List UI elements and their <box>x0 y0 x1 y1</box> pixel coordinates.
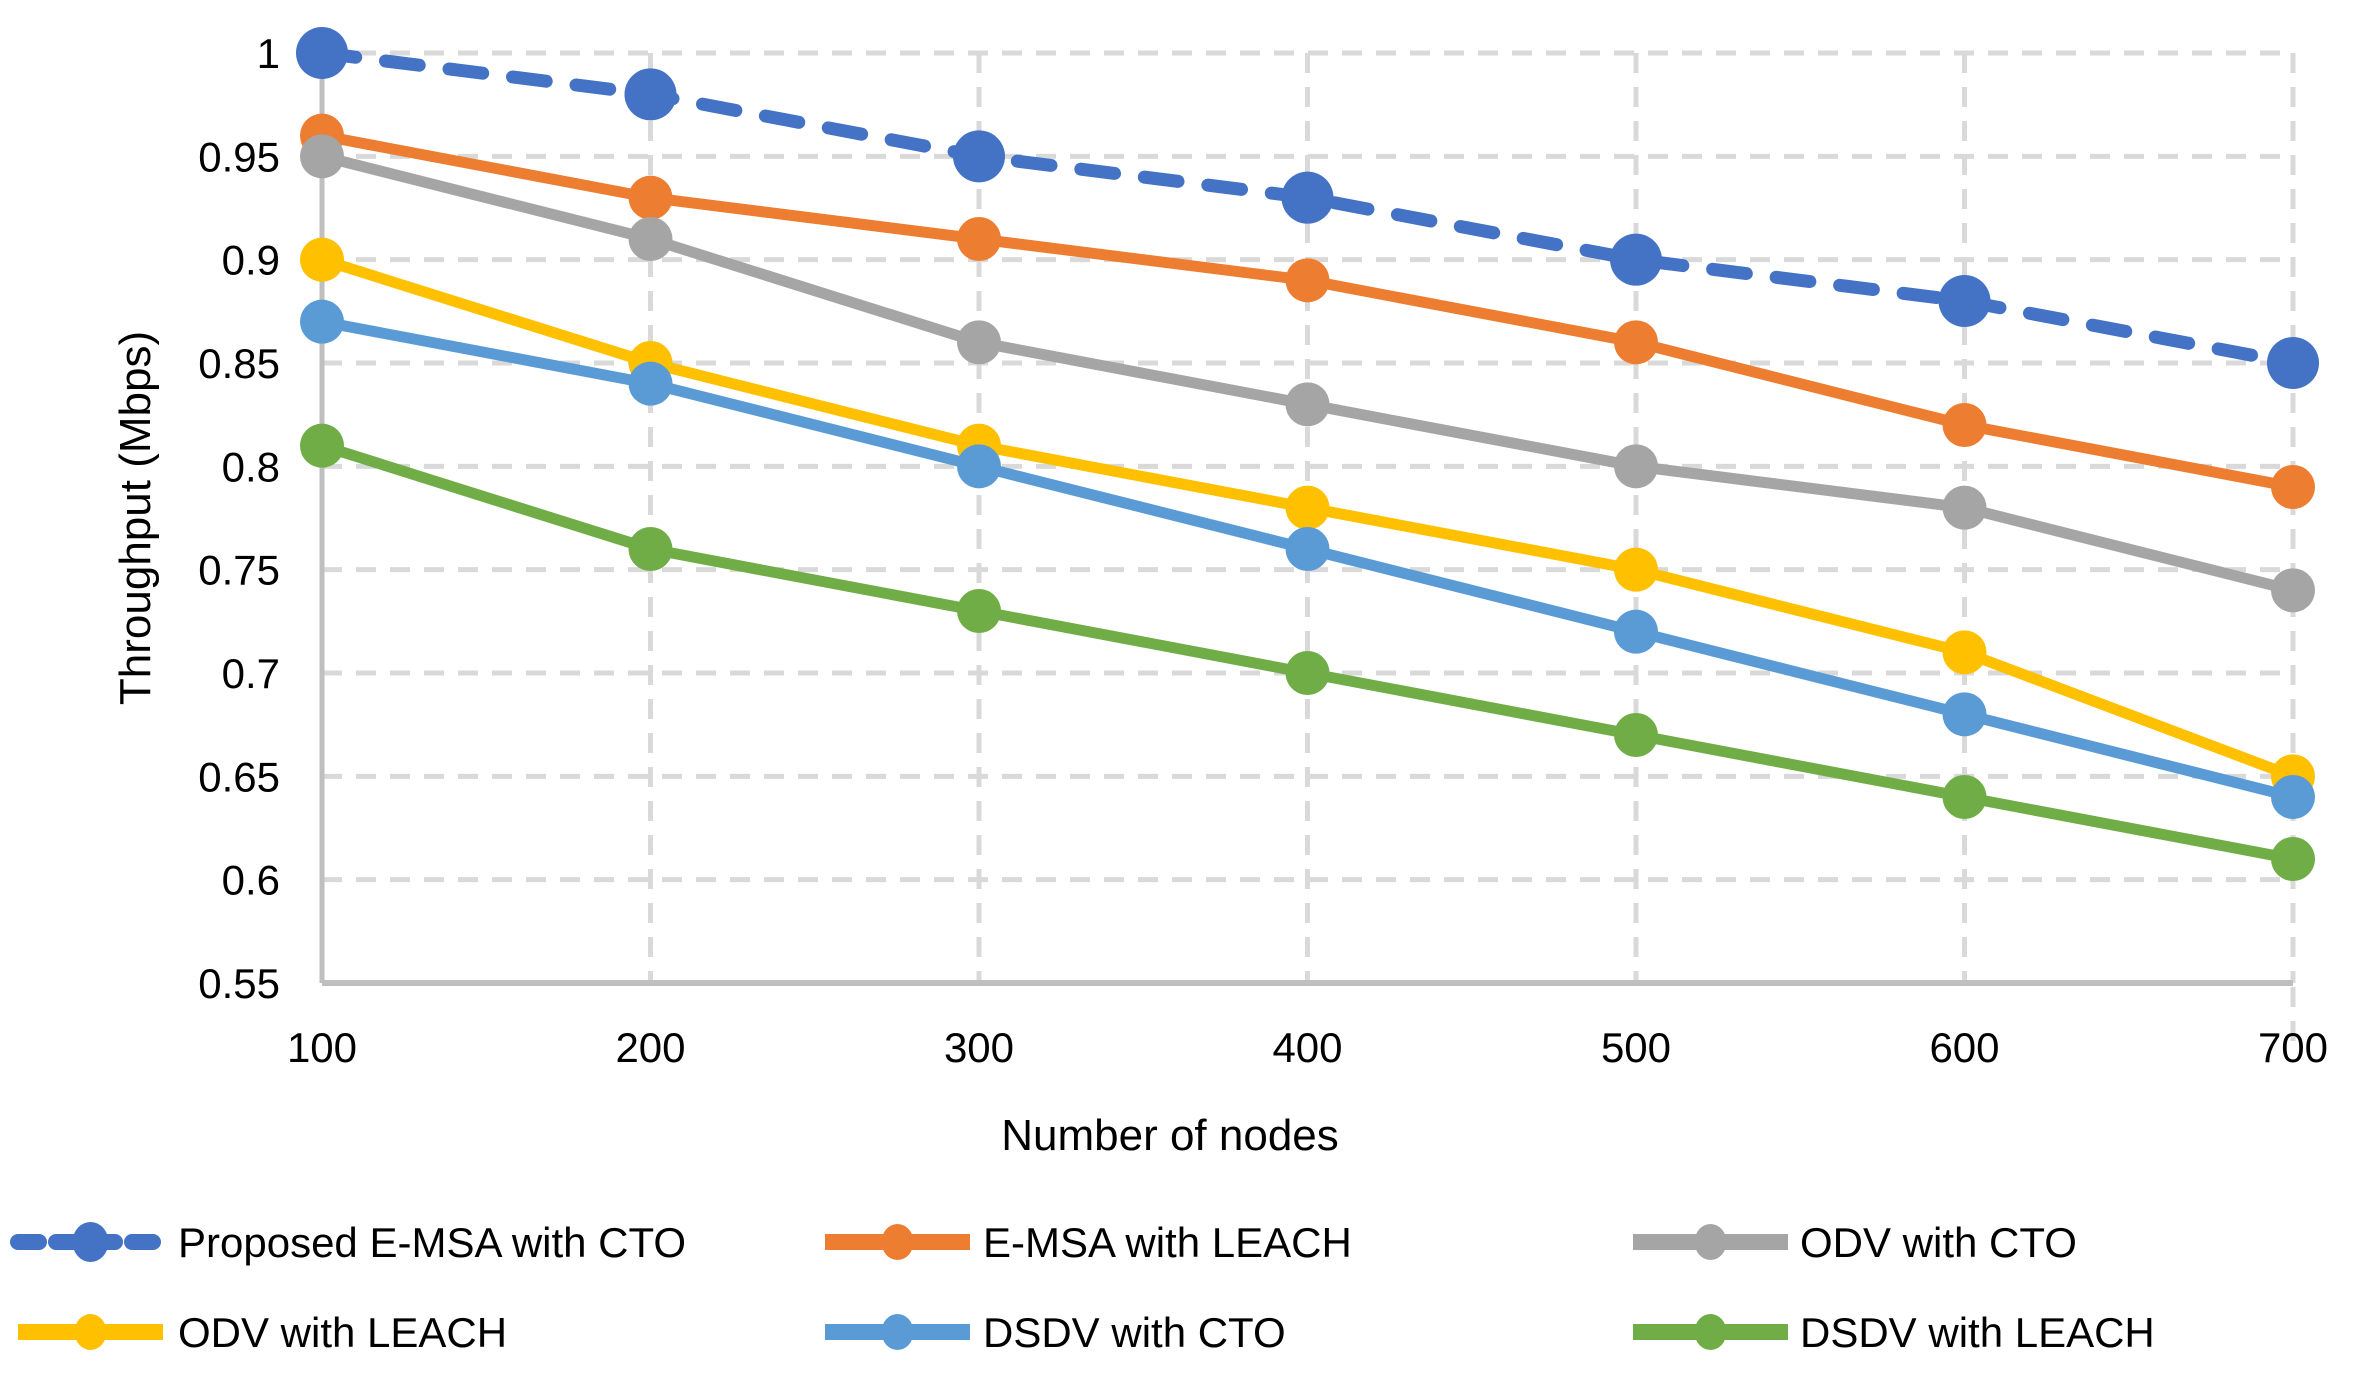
data-point-marker <box>628 361 673 406</box>
series-dsdv-with-leach <box>300 423 2315 881</box>
y-tick-label: 0.6 <box>222 857 280 904</box>
legend-item: DSDV with CTO <box>825 1309 1286 1356</box>
data-point-marker <box>1942 630 1987 675</box>
x-tick-label: 500 <box>1601 1024 1671 1071</box>
legend-label: Proposed E-MSA with CTO <box>178 1219 686 1266</box>
data-point-marker <box>1614 444 1658 489</box>
data-point-marker <box>628 217 673 261</box>
y-tick-label: 0.85 <box>198 340 280 387</box>
data-point-marker <box>1942 692 1987 737</box>
legend-item: ODV with CTO <box>1633 1219 2077 1266</box>
data-point-marker <box>1285 527 1330 571</box>
x-tick-labels: 100 200 300 400 500 600 700 <box>287 1024 2328 1071</box>
data-point-marker <box>624 68 677 121</box>
data-point-marker <box>300 299 344 344</box>
data-point-marker <box>2271 465 2315 509</box>
data-point-marker <box>1614 609 1658 654</box>
legend-label: DSDV with LEACH <box>1800 1309 2155 1356</box>
data-point-marker <box>1942 775 1987 819</box>
data-point-marker <box>1938 275 1991 327</box>
legend-item: ODV with LEACH <box>18 1309 507 1356</box>
legend-label: DSDV with CTO <box>983 1309 1286 1356</box>
data-point-marker <box>953 130 1005 183</box>
y-tick-label: 0.75 <box>198 547 280 594</box>
data-point-marker <box>957 217 1001 261</box>
y-tick-labels: 1 0.95 0.9 0.85 0.8 0.75 0.7 0.65 0.6 0.55 <box>198 30 280 1007</box>
y-tick-label: 0.65 <box>198 753 280 800</box>
legend-item: DSDV with LEACH <box>1633 1309 2155 1356</box>
y-tick-label: 0.55 <box>198 960 280 1007</box>
data-point-marker <box>628 527 673 571</box>
data-point-marker <box>300 237 344 282</box>
legend-marker <box>72 1222 109 1262</box>
data-point-marker <box>1942 403 1987 447</box>
y-tick-label: 0.9 <box>222 237 280 284</box>
legend: Proposed E-MSA with CTO E-MSA with LEACH O… <box>10 1219 2155 1356</box>
data-point-marker <box>1610 233 1662 286</box>
legend-item: Proposed E-MSA with CTO <box>10 1219 686 1266</box>
data-point-marker <box>2267 337 2319 389</box>
x-tick-label: 300 <box>944 1024 1014 1071</box>
legend-label: ODV with LEACH <box>178 1309 507 1356</box>
y-tick-label: 0.8 <box>222 443 280 490</box>
data-point-marker <box>1614 320 1658 365</box>
legend-marker <box>74 1314 107 1350</box>
series-lines <box>296 27 2319 881</box>
y-tick-label: 1 <box>257 30 280 77</box>
data-point-marker <box>300 134 344 179</box>
data-point-marker <box>296 27 348 79</box>
y-axis-title: Throughput (Mbps) <box>111 331 160 705</box>
data-point-marker <box>957 320 1001 365</box>
x-tick-label: 700 <box>2258 1024 2328 1071</box>
series-odv-with-cto <box>300 134 2315 613</box>
y-tick-label: 0.95 <box>198 133 280 180</box>
data-point-marker <box>2271 775 2315 819</box>
legend-marker <box>881 1314 914 1350</box>
data-point-marker <box>2271 568 2315 613</box>
x-tick-label: 600 <box>1929 1024 1999 1071</box>
x-tick-label: 100 <box>287 1024 357 1071</box>
legend-label: E-MSA with LEACH <box>983 1219 1352 1266</box>
data-point-marker <box>1285 258 1330 303</box>
legend-marker <box>1694 1314 1727 1350</box>
legend-label: ODV with CTO <box>1800 1219 2077 1266</box>
x-tick-label: 400 <box>1272 1024 1342 1071</box>
data-point-marker <box>1285 485 1330 530</box>
y-tick-label: 0.7 <box>222 650 280 697</box>
x-axis-title: Number of nodes <box>1001 1111 1339 1160</box>
x-tick-label: 200 <box>615 1024 685 1071</box>
data-point-marker <box>1614 713 1658 757</box>
axis-lines <box>319 50 2293 986</box>
data-point-marker <box>1281 171 1334 224</box>
legend-marker <box>881 1224 914 1260</box>
series-proposed-e-msa-with-cto <box>296 27 2319 389</box>
data-point-marker <box>2271 837 2315 881</box>
data-point-marker <box>1614 547 1658 592</box>
data-point-marker <box>957 589 1001 633</box>
series-dsdv-with-cto <box>300 299 2315 819</box>
data-point-marker <box>628 175 673 220</box>
data-point-marker <box>957 444 1001 489</box>
data-point-marker <box>1285 382 1330 427</box>
data-point-marker <box>1285 651 1330 695</box>
data-point-marker <box>300 423 344 468</box>
legend-marker <box>1694 1224 1727 1260</box>
series-e-msa-with-leach <box>300 113 2315 509</box>
legend-item: E-MSA with LEACH <box>825 1219 1352 1266</box>
data-point-marker <box>1942 485 1987 530</box>
